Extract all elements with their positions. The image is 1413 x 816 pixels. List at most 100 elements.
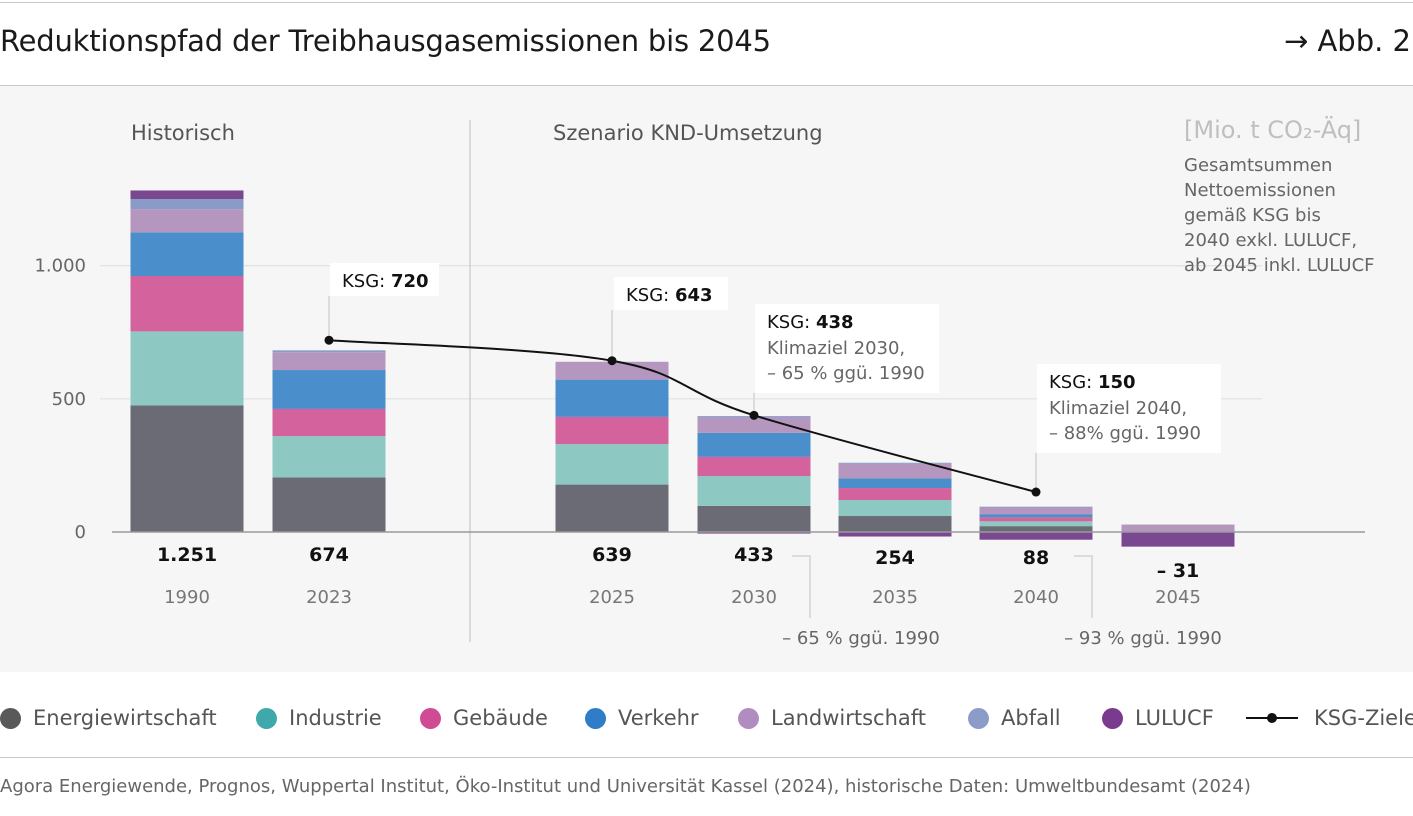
bar-lulucf-2045: [1121, 532, 1235, 547]
total-label-2040: 88: [1023, 547, 1049, 569]
legend-swatch: [0, 707, 21, 729]
total-label-2035: 254: [875, 547, 915, 569]
total-label-2030: 433: [734, 544, 774, 566]
bar-lulucf-2030: [697, 532, 811, 534]
y-tick-label: 0: [75, 522, 86, 543]
top-rule: [0, 2, 1413, 3]
bar-industrie-2035: [838, 500, 952, 517]
bar-industrie-2023: [272, 436, 386, 478]
chart-legend: Energiewirtschaft Industrie Gebäude Verk…: [0, 700, 1413, 736]
bar-verkehr-2040: [979, 514, 1093, 518]
year-label-2030: 2030: [731, 587, 777, 608]
ksg-point-2023: [324, 335, 334, 345]
title-rule: [0, 85, 1413, 86]
bar-energiewirtschaft-2025: [555, 484, 669, 532]
reduction-bracket-2030: [792, 555, 811, 618]
ksg-callout-note-2040: – 88% ggü. 1990: [1049, 423, 1201, 444]
ksg-point-2025: [607, 356, 617, 366]
bar-verkehr-1990: [130, 232, 244, 276]
bar-verkehr-2035: [838, 478, 952, 489]
bar-gebäude-2030: [697, 456, 811, 477]
bar-gebäude-1990: [130, 275, 244, 332]
bar-landwirtschaft-2023: [272, 352, 386, 371]
total-label-2023: 674: [309, 544, 349, 566]
ksg-callout-label-2025: KSG: 643: [626, 285, 713, 306]
bar-industrie-2030: [697, 476, 811, 506]
year-label-1990: 1990: [164, 587, 210, 608]
legend-item-landwirtschaft: Landwirtschaft: [738, 700, 926, 736]
legend-label: Gebäude: [453, 706, 548, 730]
legend-item-gebaeude: Gebäude: [420, 700, 548, 736]
ksg-point-2040: [1031, 487, 1041, 497]
bar-gebäude-2023: [272, 408, 386, 437]
bar-gebäude-2040: [979, 517, 1093, 522]
bar-abfall-1990: [130, 199, 244, 210]
bar-verkehr-2025: [555, 379, 669, 417]
legend-label: Verkehr: [618, 706, 699, 730]
ksg-callout-label-2040: KSG: 150: [1049, 372, 1136, 393]
ksg-callout-label-2030: KSG: 438: [767, 312, 854, 333]
ksg-callout-box-2023: [330, 263, 439, 296]
legend-item-ksg-ziele: KSG-Ziele: [1246, 700, 1413, 736]
year-label-2040: 2040: [1013, 587, 1059, 608]
unit-label: [Mio. t CO₂-Äq]: [1184, 115, 1361, 144]
legend-swatch: [585, 707, 606, 729]
legend-swatch: [420, 707, 441, 729]
total-label-1990: 1.251: [157, 544, 217, 566]
bar-energiewirtschaft-2040: [979, 526, 1093, 532]
total-note-line: 2040 exkl. LULUCF,: [1184, 230, 1357, 251]
bar-lulucf-2040: [979, 532, 1093, 540]
bar-lulucf-1990: [130, 190, 244, 199]
bar-verkehr-2030: [697, 432, 811, 457]
legend-item-verkehr: Verkehr: [585, 700, 699, 736]
year-label-2025: 2025: [589, 587, 635, 608]
legend-item-industrie: Industrie: [256, 700, 382, 736]
bar-energiewirtschaft-2030: [697, 505, 811, 532]
bar-landwirtschaft-2040: [979, 507, 1093, 515]
bar-abfall-2040: [979, 506, 1093, 508]
bar-energiewirtschaft-1990: [130, 405, 244, 532]
legend-label: Abfall: [1001, 706, 1061, 730]
section-label-szenario: Szenario KND-Umsetzung: [553, 121, 823, 145]
ksg-callout-label-2023: KSG: 720: [342, 271, 429, 292]
ksg-callout-note-2040: Klimaziel 2040,: [1049, 398, 1187, 419]
bar-abfall-2035: [838, 462, 952, 464]
bar-abfall-2023: [272, 350, 386, 353]
section-label-historisch: Historisch: [131, 121, 235, 145]
legend-line-swatch: [1246, 713, 1298, 723]
figure-reference: → Abb. 2: [1283, 24, 1411, 58]
ksg-target-line: [328, 339, 1037, 494]
bar-landwirtschaft-1990: [130, 209, 244, 233]
legend-label: KSG-Ziele: [1314, 706, 1413, 730]
legend-label: Landwirtschaft: [771, 706, 927, 730]
bar-landwirtschaft-2030: [697, 417, 811, 433]
year-label-2045: 2045: [1155, 587, 1201, 608]
total-note-line: gemäß KSG bis: [1184, 205, 1321, 226]
reduction-label-2040: – 93 % ggü. 1990: [1064, 628, 1222, 649]
legend-swatch: [1102, 707, 1123, 729]
bottom-rule: [0, 757, 1413, 758]
bar-gebäude-2025: [555, 416, 669, 445]
page-title: Reduktionspfad der Treibhausgasemissione…: [0, 24, 771, 58]
year-label-2023: 2023: [306, 587, 352, 608]
y-tick-label: 1.000: [34, 256, 86, 277]
bar-industrie-1990: [130, 331, 244, 406]
legend-item-energiewirtschaft: Energiewirtschaft: [0, 700, 217, 736]
bar-landwirtschaft-2045: [1121, 524, 1235, 532]
legend-label: Industrie: [289, 706, 382, 730]
year-label-2035: 2035: [872, 587, 918, 608]
bar-lulucf-2035: [838, 532, 952, 537]
total-note-line: Gesamtsummen: [1184, 155, 1332, 176]
total-note-line: ab 2045 inkl. LULUCF: [1184, 255, 1375, 276]
bar-industrie-2040: [979, 521, 1093, 527]
legend-item-abfall: Abfall: [968, 700, 1061, 736]
legend-swatch: [968, 707, 989, 729]
total-label-2025: 639: [592, 544, 632, 566]
ksg-callout-note-2030: – 65 % ggü. 1990: [767, 363, 925, 384]
emissions-chart: 0 500 1.000 Historisch Szenario KND-Umsetzun…: [34, 115, 1375, 649]
ksg-callout-box-2025: [614, 277, 728, 310]
bar-gebäude-2035: [838, 488, 952, 501]
y-tick-label: 500: [52, 389, 86, 410]
bar-landwirtschaft-2035: [838, 463, 952, 479]
legend-label: LULUCF: [1135, 706, 1214, 730]
